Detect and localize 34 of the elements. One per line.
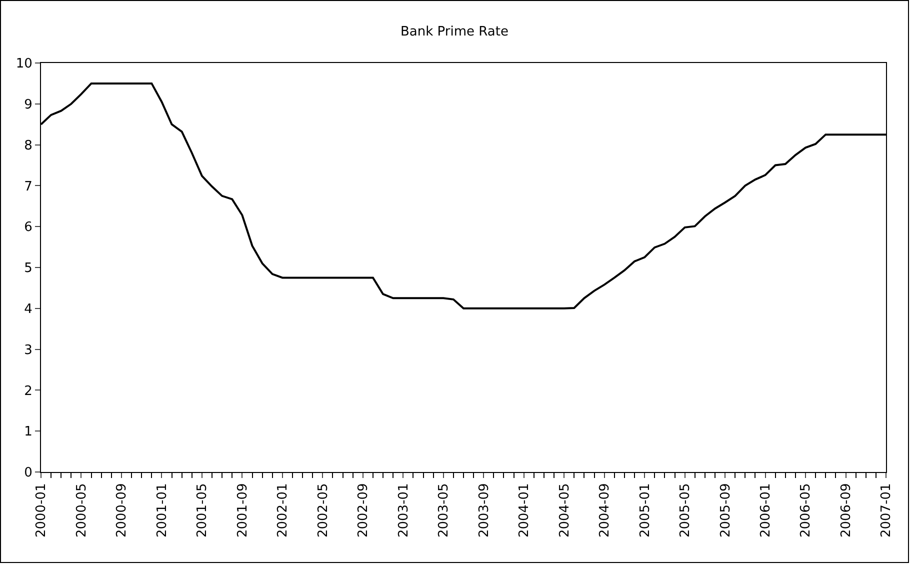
x-tick-label: 2004-09	[598, 483, 613, 538]
x-tick-label: 2006-05	[798, 483, 814, 538]
x-tick-label: 2004-05	[557, 483, 572, 538]
x-tick-label: 2003-09	[476, 483, 492, 538]
y-tick-label: 9	[24, 97, 32, 112]
y-tick-label: 6	[24, 220, 32, 236]
y-tick-label: 8	[24, 138, 32, 154]
x-tick-label: 2003-05	[436, 483, 452, 538]
x-tick-label: 2004-01	[517, 483, 532, 538]
x-tick-label: 2002-05	[316, 483, 331, 538]
x-tick-label: 2002-01	[276, 483, 291, 538]
chart-title: Bank Prime Rate	[400, 24, 508, 40]
x-tick-label: 2001-01	[154, 483, 170, 538]
x-tick-label: 2002-09	[356, 483, 372, 538]
y-tick-label: 7	[24, 179, 32, 194]
y-tick-label: 3	[24, 342, 32, 358]
y-tick-label: 5	[24, 261, 32, 276]
x-tick-label: 2000-01	[34, 483, 50, 538]
x-tick-label: 2001-09	[235, 483, 250, 538]
y-tick-label: 1	[24, 424, 32, 440]
x-tick-label: 2005-01	[638, 483, 653, 538]
x-tick-label: 2006-01	[758, 483, 774, 538]
y-tick-label: 10	[16, 56, 32, 72]
x-tick-label: 2005-05	[678, 483, 694, 538]
x-tick-label: 2001-05	[195, 483, 210, 538]
x-tick-label: 2000-09	[114, 483, 130, 538]
y-tick-label: 0	[24, 466, 32, 481]
y-tick-label: 2	[24, 384, 32, 399]
x-tick-label: 2000-05	[74, 483, 90, 538]
x-tick-label: 2007-01	[879, 483, 894, 538]
x-tick-label: 2005-09	[718, 483, 734, 538]
x-tick-label: 2006-09	[838, 483, 854, 538]
x-tick-label: 2003-01	[396, 483, 412, 538]
y-tick-label: 4	[24, 302, 32, 317]
